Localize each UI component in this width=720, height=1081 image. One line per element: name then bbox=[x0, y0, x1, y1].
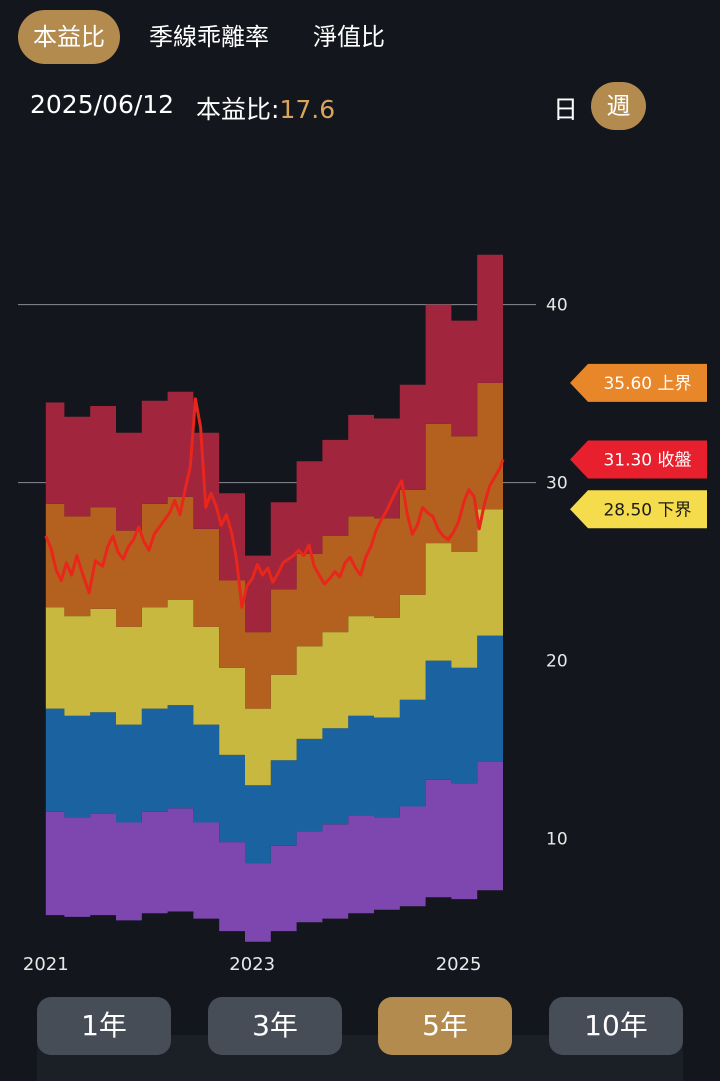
y-tick-40: 40 bbox=[546, 296, 568, 316]
metric-readout: 本益比:17.6 bbox=[196, 90, 335, 126]
price-line bbox=[44, 397, 505, 609]
range-1y-button[interactable]: 1年 bbox=[37, 997, 171, 1055]
band-blue bbox=[45, 635, 504, 864]
value-tag-text: 28.50 下界 bbox=[603, 500, 691, 520]
band-areas bbox=[45, 254, 504, 942]
y-axis: 10 20 30 40 bbox=[546, 296, 568, 850]
value-tags: 35.60 上界 31.30 收盤 28.50 下界 bbox=[570, 363, 707, 529]
pe-band-chart: 10 20 30 40 2021 2023 2025 35.60 上界 31.30 收盤 28… bbox=[18, 254, 707, 975]
y-tick-30: 30 bbox=[546, 474, 568, 494]
band-purple bbox=[45, 762, 504, 942]
tab-ma-deviation[interactable]: 季線乖離率 bbox=[149, 23, 269, 51]
band-orange bbox=[45, 382, 504, 709]
value-tag-text: 31.30 收盤 bbox=[603, 450, 691, 470]
metric-value: 17.6 bbox=[279, 95, 336, 124]
band-yellow bbox=[45, 509, 504, 786]
value-tag-shape bbox=[570, 363, 707, 402]
x-tick-2021: 2021 bbox=[23, 954, 69, 975]
range-3y-button[interactable]: 3年 bbox=[208, 997, 342, 1055]
value-tag-shape bbox=[570, 440, 707, 479]
value-tag-0: 35.60 上界 bbox=[570, 363, 707, 402]
tab-pe-ratio[interactable]: 本益比 bbox=[18, 10, 120, 64]
y-tick-20: 20 bbox=[546, 652, 568, 672]
range-10y-button[interactable]: 10年 bbox=[549, 997, 683, 1055]
info-row: 2025/06/12 本益比:17.6 日 週 bbox=[30, 82, 690, 130]
value-tag-text: 35.60 上界 bbox=[603, 374, 691, 394]
date-readout: 2025/06/12 bbox=[30, 90, 175, 119]
value-tag-2: 28.50 下界 bbox=[570, 490, 707, 529]
price-series bbox=[44, 397, 505, 609]
value-tag-shape bbox=[570, 490, 707, 529]
metric-label: 本益比: bbox=[196, 95, 280, 124]
range-selector: 1年 3年 5年 10年 bbox=[0, 995, 720, 1081]
metric-tabs: 本益比 季線乖離率 淨值比 bbox=[18, 10, 400, 64]
tab-pb-ratio[interactable]: 淨值比 bbox=[313, 23, 385, 51]
x-tick-2025: 2025 bbox=[436, 954, 482, 975]
period-week-toggle[interactable]: 週 bbox=[591, 82, 646, 130]
value-tag-1: 31.30 收盤 bbox=[570, 440, 707, 479]
y-tick-10: 10 bbox=[546, 830, 568, 850]
band-crimson bbox=[45, 254, 504, 633]
x-tick-2023: 2023 bbox=[229, 954, 275, 975]
x-axis: 2021 2023 2025 bbox=[23, 954, 482, 975]
period-day-toggle[interactable]: 日 bbox=[553, 95, 579, 124]
range-5y-button[interactable]: 5年 bbox=[378, 997, 512, 1055]
